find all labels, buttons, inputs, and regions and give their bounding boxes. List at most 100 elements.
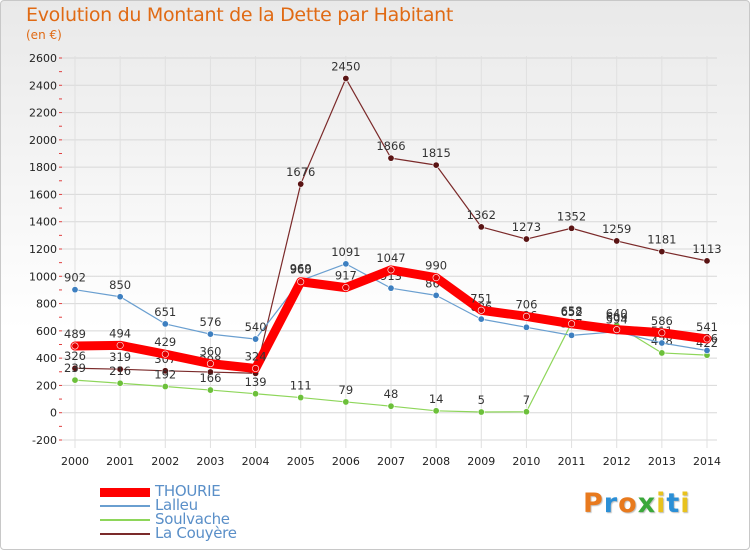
x-tick-label: 2009	[467, 455, 495, 468]
data-point	[387, 154, 395, 162]
data-point	[161, 320, 169, 328]
data-label: 429	[154, 335, 176, 349]
y-tick-label: 1800	[29, 161, 57, 174]
legend-swatch	[100, 533, 150, 535]
data-point	[116, 341, 124, 349]
data-label: 960	[290, 263, 312, 277]
data-point	[522, 323, 530, 331]
legend-label: La Couyère	[155, 524, 237, 542]
data-label: 1273	[512, 220, 541, 234]
data-label: 111	[290, 379, 312, 393]
data-point	[477, 306, 485, 314]
legend-label: Soulvache	[155, 510, 230, 528]
data-label: 540	[245, 320, 267, 334]
data-point	[477, 315, 485, 323]
data-label: 360	[199, 345, 221, 359]
data-label: 1091	[331, 245, 360, 259]
data-label: 751	[470, 291, 492, 305]
data-label: 640	[606, 306, 628, 320]
data-point	[432, 161, 440, 169]
data-label: 1815	[422, 146, 451, 160]
data-point	[522, 312, 530, 320]
x-tick-label: 2007	[377, 455, 405, 468]
logo-letter: o	[618, 488, 638, 519]
data-point	[613, 237, 621, 245]
legend-swatch	[100, 519, 150, 521]
data-label: 139	[245, 375, 267, 389]
legend-item: THOURIE	[100, 482, 340, 500]
data-label: 319	[109, 350, 131, 364]
y-tick-label: -200	[32, 434, 57, 447]
data-label: 192	[154, 368, 176, 382]
data-point	[252, 335, 260, 343]
data-point	[477, 408, 485, 416]
data-point	[116, 379, 124, 387]
data-point	[342, 260, 350, 268]
x-tick-label: 2008	[422, 455, 450, 468]
y-tick-label: 1200	[29, 243, 57, 256]
legend-item: La Couyère	[100, 524, 340, 542]
logo-letter: P	[583, 488, 604, 519]
x-tick-label: 2004	[242, 455, 270, 468]
y-tick-label: 400	[36, 352, 57, 365]
data-label: 324	[245, 350, 267, 364]
legend-item: Soulvache	[100, 510, 340, 528]
data-point	[432, 407, 440, 415]
data-label: 609	[606, 311, 628, 325]
y-tick-label: 1000	[29, 270, 57, 283]
data-label: 1676	[286, 165, 315, 179]
data-label: 1113	[692, 242, 721, 256]
y-tick-label: 1400	[29, 216, 57, 229]
data-label: 586	[651, 314, 673, 328]
data-label: 489	[64, 327, 86, 341]
chart-title: Evolution du Montant de la Dette par Hab…	[26, 4, 454, 26]
data-point	[658, 339, 666, 347]
x-tick-label: 2001	[106, 455, 134, 468]
chart-unit: (en €)	[26, 28, 62, 42]
data-label: 850	[109, 278, 131, 292]
data-label: 902	[64, 271, 86, 285]
data-label: 1866	[376, 139, 405, 153]
legend-swatch	[100, 505, 150, 507]
proxiti-logo: Proxiti	[583, 488, 691, 519]
data-label: 216	[109, 364, 131, 378]
data-label: 1362	[467, 208, 496, 222]
data-point	[658, 329, 666, 337]
logo-letter: x	[637, 488, 657, 519]
data-point	[568, 331, 576, 339]
data-label: 239	[64, 361, 86, 375]
y-tick-label: 600	[36, 325, 57, 338]
data-label: 5	[478, 393, 485, 407]
data-label: 594	[606, 313, 628, 327]
data-label: 917	[335, 269, 357, 283]
data-point	[297, 278, 305, 286]
data-point	[71, 342, 79, 350]
data-label: 494	[109, 326, 131, 340]
data-point	[116, 293, 124, 301]
data-label: 7	[523, 393, 530, 407]
data-point	[297, 394, 305, 402]
data-point	[206, 368, 214, 376]
data-point	[568, 320, 576, 328]
data-point	[252, 390, 260, 398]
x-tick-label: 2005	[287, 455, 315, 468]
data-label: 1047	[376, 251, 405, 265]
x-tick-label: 2012	[603, 455, 631, 468]
data-point	[522, 235, 530, 243]
data-label: 2450	[331, 59, 360, 73]
data-point	[387, 266, 395, 274]
data-point	[206, 330, 214, 338]
logo-letter: i	[656, 488, 667, 519]
logo-letter: i	[680, 488, 691, 519]
data-point	[342, 398, 350, 406]
legend-item: Lalleu	[100, 496, 340, 514]
data-label: 48	[384, 387, 399, 401]
data-point	[703, 257, 711, 265]
data-point	[342, 74, 350, 82]
data-point	[206, 386, 214, 394]
data-point	[161, 383, 169, 391]
data-point	[71, 286, 79, 294]
data-point	[387, 284, 395, 292]
data-point	[522, 408, 530, 416]
